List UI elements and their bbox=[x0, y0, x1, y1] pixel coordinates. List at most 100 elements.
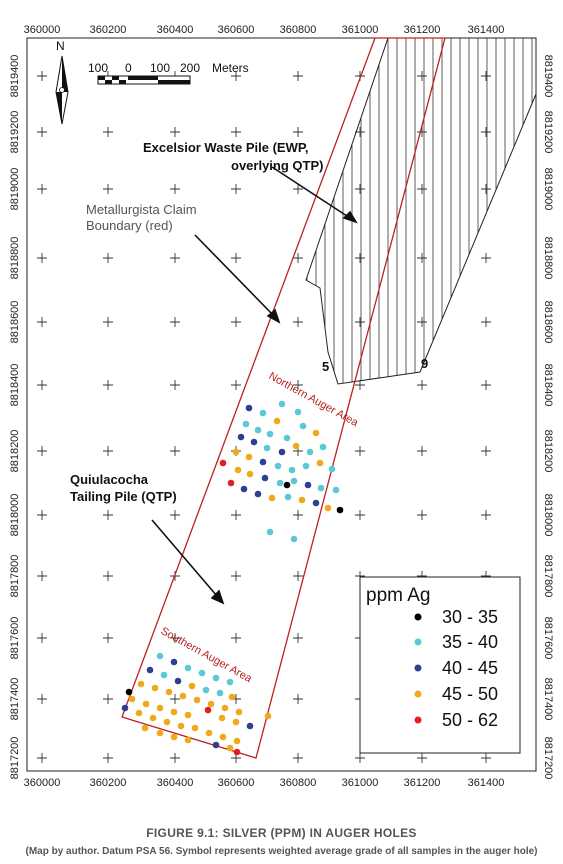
grid-cross bbox=[231, 510, 241, 520]
grid-cross bbox=[481, 446, 491, 456]
auger-hole bbox=[312, 429, 320, 437]
grid-cross bbox=[170, 633, 180, 643]
auger-hole bbox=[212, 674, 220, 682]
y-tick-label: 8818400 bbox=[9, 364, 21, 407]
grid-cross bbox=[103, 317, 113, 327]
auger-hole bbox=[316, 459, 324, 467]
auger-hole bbox=[226, 744, 234, 752]
y-tick-label: 8819200 bbox=[542, 111, 554, 154]
auger-hole bbox=[273, 417, 281, 425]
auger-hole bbox=[170, 733, 178, 741]
y-tick-label: 8818200 bbox=[542, 430, 554, 473]
auger-hole bbox=[146, 666, 154, 674]
auger-hole bbox=[160, 671, 168, 679]
auger-hole bbox=[278, 448, 286, 456]
auger-holes bbox=[121, 400, 344, 756]
vertex-5-label: 5 bbox=[322, 359, 329, 374]
grid-cross bbox=[481, 317, 491, 327]
grid-cross bbox=[103, 127, 113, 137]
auger-hole bbox=[226, 678, 234, 686]
auger-hole bbox=[263, 444, 271, 452]
auger-hole bbox=[235, 708, 243, 716]
excelsior-label-line-1: Excelsior Waste Pile (EWP, bbox=[143, 140, 308, 155]
y-tick-label: 8817800 bbox=[542, 555, 554, 598]
x-tick-label: 360200 bbox=[90, 777, 127, 789]
grid-cross bbox=[37, 127, 47, 137]
auger-hole bbox=[259, 458, 267, 466]
auger-hole bbox=[128, 695, 136, 703]
y-tick-label: 8818000 bbox=[9, 494, 21, 537]
y-tick-label: 8818000 bbox=[542, 494, 554, 537]
auger-hole bbox=[242, 420, 250, 428]
y-tick-label: 8819000 bbox=[542, 168, 554, 211]
figure-caption-note: (Map by author. Datum PSA 56. Symbol rep… bbox=[25, 846, 538, 857]
scale-unit: Meters bbox=[212, 61, 249, 75]
quiulacocha-label-line-1: Quiulacocha bbox=[70, 472, 149, 487]
legend-label: 30 - 35 bbox=[442, 607, 498, 627]
grid-cross bbox=[170, 317, 180, 327]
auger-hole bbox=[179, 692, 187, 700]
auger-hole bbox=[191, 724, 199, 732]
grid-cross bbox=[481, 753, 491, 763]
legend-item: 40 - 45 bbox=[414, 658, 498, 678]
legend-swatch bbox=[414, 690, 422, 698]
north-label: N bbox=[56, 39, 65, 53]
auger-hole bbox=[250, 438, 258, 446]
grid-cross bbox=[103, 253, 113, 263]
grid-cross bbox=[170, 446, 180, 456]
auger-hole bbox=[177, 722, 185, 730]
x-tick-label: 360000 bbox=[24, 777, 61, 789]
auger-hole bbox=[218, 714, 226, 722]
legend-item: 35 - 40 bbox=[414, 632, 498, 652]
auger-hole bbox=[221, 704, 229, 712]
x-tick-label: 360600 bbox=[218, 24, 255, 36]
y-tick-label: 8819200 bbox=[9, 111, 21, 154]
legend-item: 45 - 50 bbox=[414, 684, 498, 704]
auger-hole bbox=[304, 481, 312, 489]
x-tick-label: 361000 bbox=[342, 777, 379, 789]
grid-cross bbox=[481, 253, 491, 263]
y-tick-label: 8819000 bbox=[9, 168, 21, 211]
grid-cross bbox=[170, 127, 180, 137]
grid-cross bbox=[293, 571, 303, 581]
grid-cross bbox=[103, 633, 113, 643]
grid-cross bbox=[417, 446, 427, 456]
auger-hole bbox=[149, 714, 157, 722]
grid-cross bbox=[103, 571, 113, 581]
grid-cross bbox=[417, 380, 427, 390]
grid-cross bbox=[103, 694, 113, 704]
grid-cross bbox=[231, 71, 241, 81]
y-tick-label: 8818400 bbox=[542, 364, 554, 407]
grid-cross bbox=[231, 127, 241, 137]
x-tick-label: 360000 bbox=[24, 24, 61, 36]
auger-hole bbox=[317, 484, 325, 492]
x-tick-labels-bottom: 360000 360200 360400 360600 360800 361000 3612… bbox=[24, 777, 505, 789]
legend-swatch bbox=[414, 613, 422, 621]
auger-hole bbox=[290, 477, 298, 485]
grid-cross bbox=[293, 510, 303, 520]
auger-hole bbox=[319, 443, 327, 451]
auger-hole bbox=[204, 706, 212, 714]
grid-cross bbox=[231, 571, 241, 581]
auger-hole bbox=[188, 682, 196, 690]
auger-hole bbox=[246, 722, 254, 730]
grid-cross bbox=[355, 380, 365, 390]
auger-hole bbox=[245, 404, 253, 412]
legend: ppm Ag 30 - 35 35 - 40 40 - 45 45 - 50 5… bbox=[359, 576, 521, 754]
scale-label-100-left: 100 bbox=[88, 61, 108, 75]
vertex-9-label: 9 bbox=[421, 356, 428, 371]
legend-swatch bbox=[414, 716, 422, 724]
auger-hole bbox=[259, 409, 267, 417]
figure-caption-title: FIGURE 9.1: SILVER (PPM) IN AUGER HOLES bbox=[146, 826, 417, 840]
auger-hole bbox=[268, 494, 276, 502]
y-tick-label: 8818200 bbox=[9, 430, 21, 473]
auger-hole bbox=[233, 737, 241, 745]
auger-hole bbox=[324, 504, 332, 512]
auger-hole bbox=[184, 736, 192, 744]
grid-cross bbox=[103, 510, 113, 520]
auger-hole bbox=[245, 453, 253, 461]
auger-hole bbox=[184, 664, 192, 672]
grid-cross bbox=[231, 184, 241, 194]
auger-hole bbox=[283, 481, 291, 489]
auger-hole bbox=[135, 709, 143, 717]
